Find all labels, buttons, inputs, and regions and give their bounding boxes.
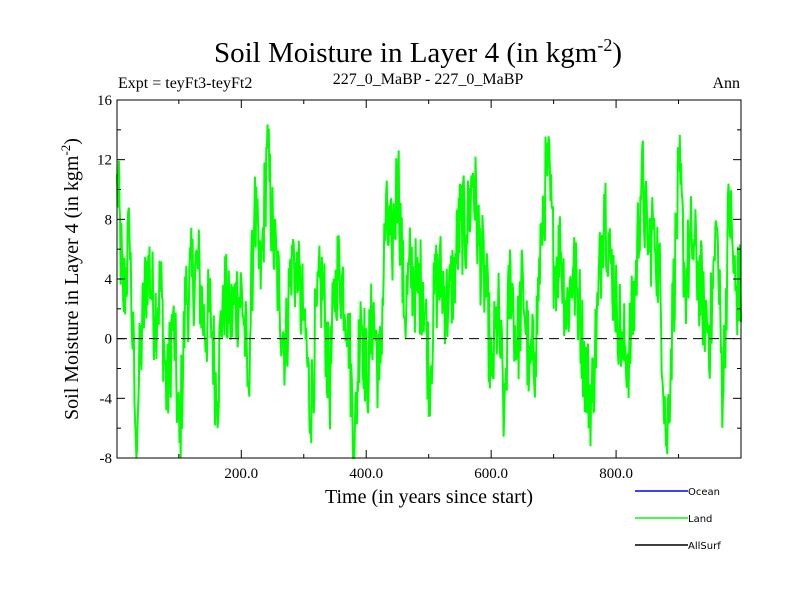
legend-label-land: Land bbox=[688, 514, 712, 525]
y-tick-label: 12 bbox=[97, 153, 112, 169]
x-tick-label: 200.0 bbox=[224, 466, 258, 482]
y-tick-label: 16 bbox=[97, 93, 113, 109]
subtitle-right: Ann bbox=[712, 75, 740, 92]
chart-title: Soil Moisture in Layer 4 (in kgm-2) bbox=[214, 35, 622, 69]
x-tick-label: 600.0 bbox=[474, 466, 508, 482]
y-tick-label: 8 bbox=[105, 212, 113, 228]
x-tick-label: 800.0 bbox=[599, 466, 633, 482]
x-tick-label: 400.0 bbox=[349, 466, 383, 482]
legend-label-ocean: Ocean bbox=[688, 487, 720, 498]
y-tick-label: -4 bbox=[100, 391, 113, 407]
series-line-land bbox=[116, 124, 742, 459]
y-tick-label: 0 bbox=[105, 332, 113, 348]
subtitle-left: Expt = teyFt3-teyFt2 bbox=[118, 75, 252, 92]
x-axis-label: Time (in years since start) bbox=[325, 486, 533, 508]
subtitle-center: 227_0_MaBP - 227_0_MaBP bbox=[333, 71, 524, 88]
y-axis-label: Soil Moisture in Layer 4 (in kgm-2) bbox=[58, 138, 83, 420]
y-tick-label: 4 bbox=[105, 272, 113, 288]
legend-label-allsurf: AllSurf bbox=[688, 541, 721, 552]
y-tick-label: -8 bbox=[100, 451, 113, 467]
